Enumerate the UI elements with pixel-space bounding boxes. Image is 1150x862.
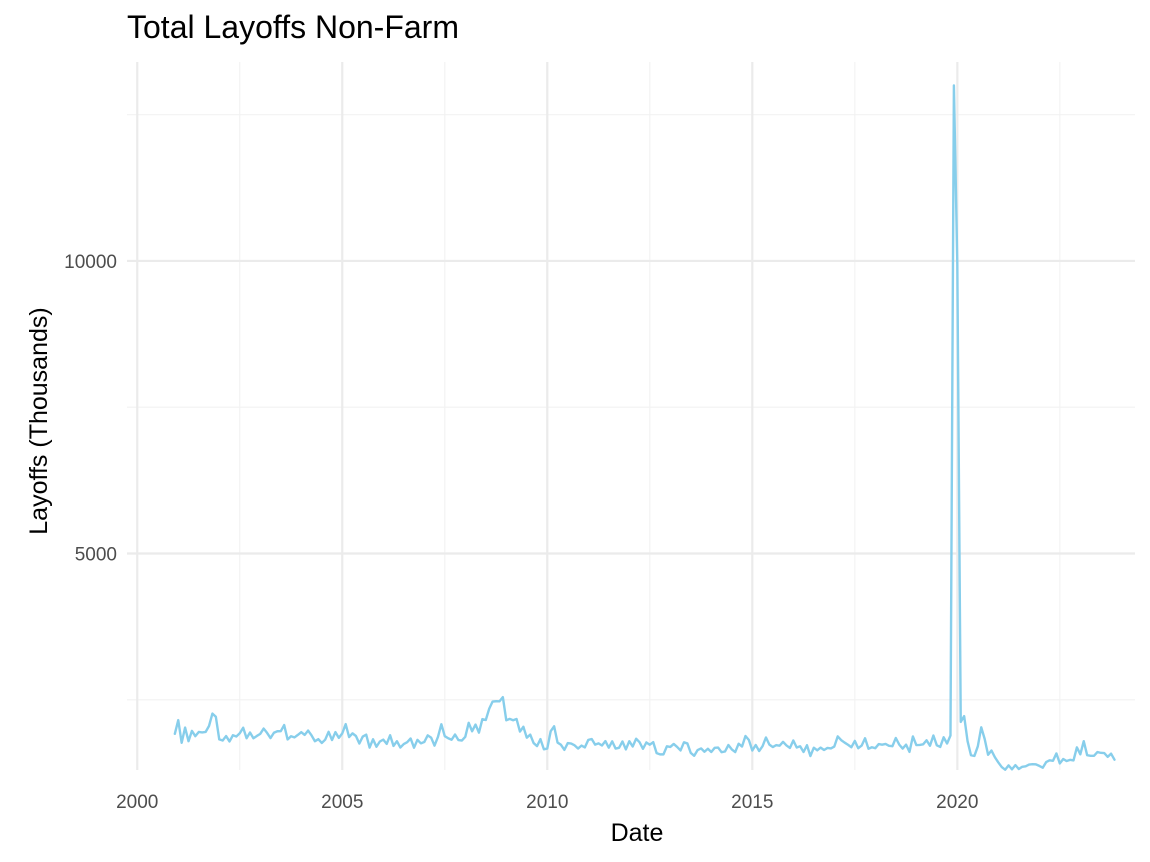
x-tick-label: 2000	[116, 792, 158, 813]
y-tick-label: 5000	[75, 545, 117, 566]
y-axis-title: Layoffs (Thousands)	[25, 307, 53, 534]
x-axis-tick-labels: 2000 2005 2010 2015 2020	[116, 792, 978, 813]
y-axis-tick-labels: 5000 10000	[64, 252, 117, 566]
x-tick-label: 2010	[526, 792, 568, 813]
series-layer	[173, 84, 1116, 771]
x-tick-label: 2015	[731, 792, 773, 813]
x-axis-title: Date	[611, 819, 664, 847]
y-tick-label: 10000	[64, 252, 117, 273]
x-tick-label: 2020	[936, 792, 978, 813]
x-tick-label: 2005	[321, 792, 363, 813]
minor-gridlines	[127, 62, 1135, 770]
chart-title: Total Layoffs Non-Farm	[127, 9, 459, 45]
layoffs-series-line	[173, 84, 1116, 771]
major-gridlines	[127, 62, 1135, 770]
